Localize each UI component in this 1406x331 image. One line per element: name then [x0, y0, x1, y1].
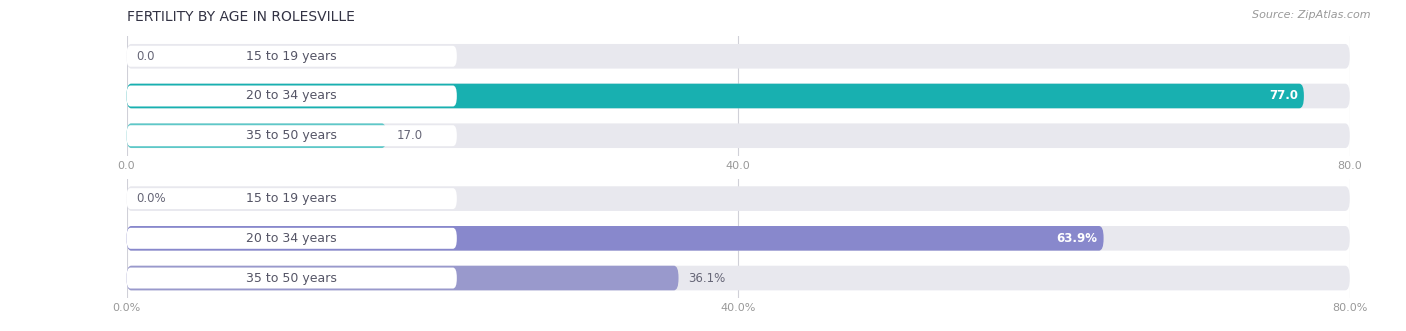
Text: FERTILITY BY AGE IN ROLESVILLE: FERTILITY BY AGE IN ROLESVILLE [127, 10, 354, 24]
FancyBboxPatch shape [127, 226, 1104, 251]
Text: 15 to 19 years: 15 to 19 years [246, 192, 337, 205]
FancyBboxPatch shape [127, 84, 1350, 108]
Text: 35 to 50 years: 35 to 50 years [246, 271, 337, 285]
FancyBboxPatch shape [127, 228, 457, 249]
FancyBboxPatch shape [127, 267, 457, 289]
FancyBboxPatch shape [127, 46, 457, 67]
Text: Source: ZipAtlas.com: Source: ZipAtlas.com [1253, 10, 1371, 20]
Text: 17.0: 17.0 [396, 129, 422, 142]
FancyBboxPatch shape [127, 188, 457, 209]
FancyBboxPatch shape [127, 125, 457, 146]
FancyBboxPatch shape [127, 186, 1350, 211]
FancyBboxPatch shape [127, 84, 1303, 108]
Text: 77.0: 77.0 [1268, 89, 1298, 103]
Text: 20 to 34 years: 20 to 34 years [246, 232, 337, 245]
Text: 35 to 50 years: 35 to 50 years [246, 129, 337, 142]
FancyBboxPatch shape [127, 123, 1350, 148]
FancyBboxPatch shape [127, 123, 387, 148]
FancyBboxPatch shape [127, 266, 679, 290]
FancyBboxPatch shape [127, 226, 1350, 251]
Text: 0.0: 0.0 [136, 50, 155, 63]
Text: 36.1%: 36.1% [689, 271, 725, 285]
Text: 63.9%: 63.9% [1056, 232, 1098, 245]
FancyBboxPatch shape [127, 85, 457, 107]
Text: 15 to 19 years: 15 to 19 years [246, 50, 337, 63]
FancyBboxPatch shape [127, 44, 1350, 69]
FancyBboxPatch shape [127, 266, 1350, 290]
Text: 0.0%: 0.0% [136, 192, 166, 205]
Text: 20 to 34 years: 20 to 34 years [246, 89, 337, 103]
